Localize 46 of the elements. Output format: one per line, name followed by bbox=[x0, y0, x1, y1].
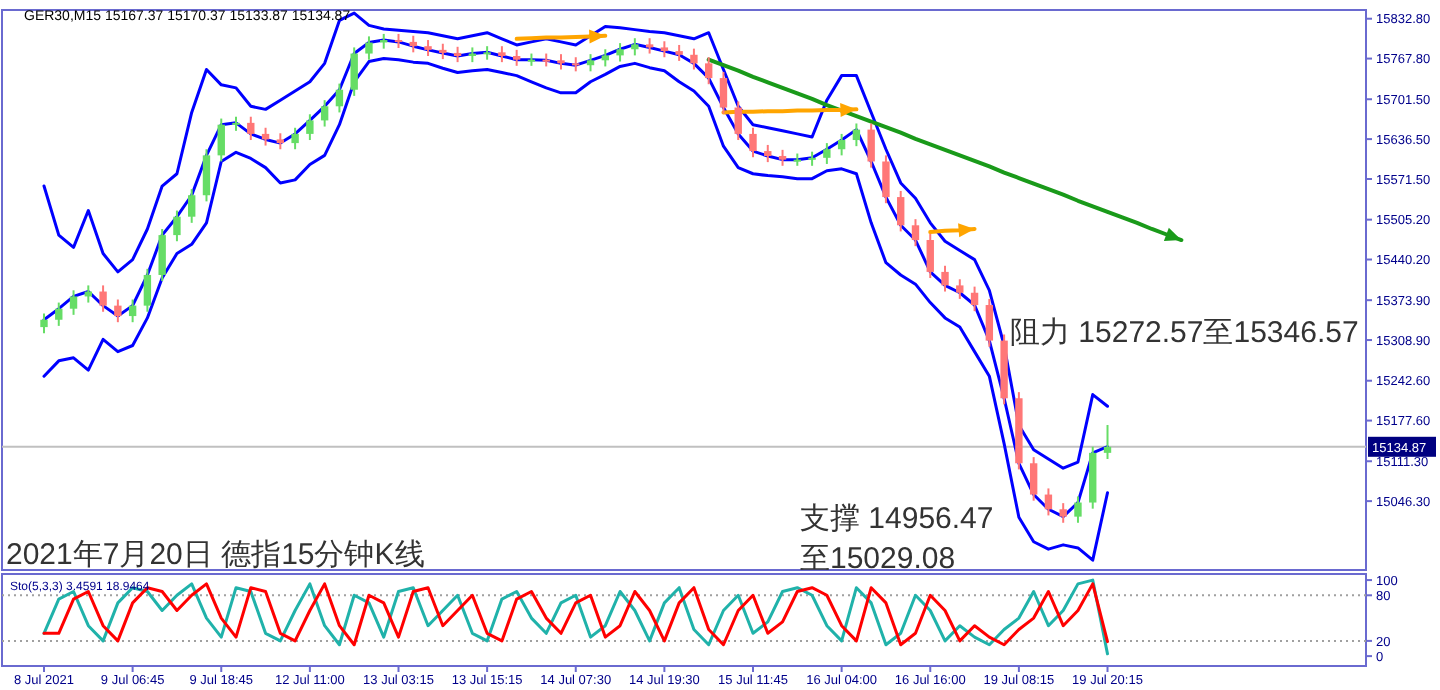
candlestick bbox=[970, 285, 979, 313]
candlestick bbox=[837, 132, 846, 157]
candlestick bbox=[350, 46, 358, 97]
candlestick bbox=[1059, 502, 1067, 524]
annotation: 2021年7月20日 德指15分钟K线 bbox=[6, 538, 425, 572]
candlestick bbox=[40, 312, 48, 335]
candlestick bbox=[897, 189, 905, 233]
candlestick bbox=[128, 298, 137, 324]
candlestick bbox=[1103, 424, 1112, 460]
candlestick bbox=[1074, 495, 1082, 524]
candlestick bbox=[143, 267, 152, 313]
candlestick bbox=[956, 278, 964, 300]
candlestick bbox=[926, 232, 934, 280]
candlestick bbox=[616, 42, 624, 63]
candlestick bbox=[365, 35, 373, 61]
candlestick bbox=[217, 117, 225, 163]
candlestick bbox=[291, 126, 299, 151]
candlestick bbox=[158, 227, 166, 283]
candlestick bbox=[114, 298, 122, 324]
candlestick bbox=[719, 70, 728, 115]
candlestick bbox=[734, 100, 742, 142]
candlestick bbox=[749, 126, 757, 159]
annotation: 支撑 14956.47 至15029.08 bbox=[800, 502, 994, 576]
candlestick bbox=[247, 115, 255, 142]
candlestick bbox=[1044, 487, 1053, 517]
candlestick bbox=[55, 301, 63, 327]
candlestick bbox=[335, 82, 344, 114]
candlestick bbox=[306, 113, 314, 142]
candlestick bbox=[320, 99, 329, 128]
candlestick bbox=[99, 284, 107, 313]
candlestick bbox=[173, 209, 181, 243]
candlestick bbox=[823, 142, 831, 165]
annotation: 阻力 15272.57至15346.57 bbox=[1010, 316, 1359, 350]
candlestick bbox=[985, 297, 994, 348]
candlestick bbox=[882, 154, 890, 205]
candlestick bbox=[202, 148, 211, 203]
candlestick bbox=[941, 264, 949, 293]
candlestick bbox=[852, 122, 861, 148]
candlestick bbox=[690, 47, 698, 71]
line-series bbox=[706, 57, 1184, 243]
candlestick bbox=[867, 122, 875, 169]
candlestick bbox=[188, 188, 196, 224]
candlestick bbox=[69, 289, 78, 316]
candlestick bbox=[705, 56, 713, 86]
candlestick bbox=[911, 218, 920, 248]
candlestick bbox=[1029, 456, 1038, 502]
